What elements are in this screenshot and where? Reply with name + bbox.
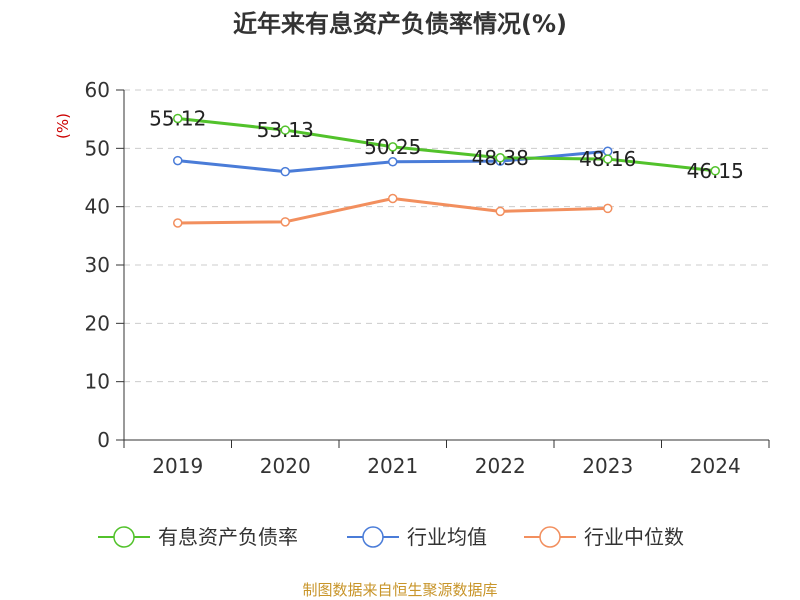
data-label: 50.25: [364, 135, 421, 159]
legend-marker: [113, 526, 135, 548]
data-labels: 55.12 53.13 50.25 48.38 48.16 46.15: [149, 106, 744, 182]
x-tick-label: 2021: [367, 454, 418, 478]
data-label: 53.13: [257, 118, 314, 142]
legend-label: 行业中位数: [584, 525, 684, 549]
data-point: [280, 125, 290, 135]
data-point: [495, 153, 505, 163]
legend-item-1: 行业均值: [347, 525, 487, 549]
series-line-0: [177, 116, 716, 173]
legend-label: 行业均值: [407, 525, 487, 549]
y-tick-label: 20: [85, 311, 110, 335]
legend-item-2: 行业中位数: [524, 525, 684, 549]
series-group: [173, 113, 720, 228]
x-tick-label: 2023: [582, 454, 633, 478]
gridlines: [124, 89, 769, 383]
legend-marker: [362, 526, 384, 548]
y-tick-label: 10: [85, 370, 110, 394]
data-point: [388, 157, 398, 167]
data-label: 55.12: [149, 106, 206, 130]
data-point: [388, 193, 398, 204]
chart-title: 近年来有息资产负债率情况(%): [233, 10, 567, 38]
x-tick-label: 2020: [260, 454, 311, 478]
data-label: 48.38: [472, 146, 529, 170]
axes: 0 10 20 30 40 50 60 2019 2020 2021 2022 2023 2024: [85, 78, 770, 478]
y-tick-label: 0: [97, 428, 110, 452]
legend-label: 有息资产负债率: [158, 525, 298, 549]
y-tick-label: 40: [85, 195, 110, 219]
data-point: [173, 155, 183, 166]
y-axis-unit-label: (%): [54, 113, 72, 139]
source-note: 制图数据来自恒生聚源数据库: [302, 581, 497, 599]
x-tick-label: 2019: [152, 454, 203, 478]
data-point: [388, 142, 398, 152]
legend: 有息资产负债率 行业均值 行业中位数: [98, 525, 684, 549]
data-point: [603, 154, 613, 164]
series-2: [173, 193, 613, 228]
data-point: [173, 113, 183, 124]
data-point: [495, 206, 505, 217]
series-0: [173, 113, 720, 176]
x-tick-label: 2022: [475, 454, 526, 478]
data-point: [710, 166, 720, 176]
data-label: 48.16: [579, 147, 636, 171]
y-tick-label: 60: [85, 78, 110, 102]
legend-item-0: 有息资产负债率: [98, 525, 298, 549]
x-tick-label: 2024: [690, 454, 741, 478]
data-label: 46.15: [687, 159, 744, 183]
y-tick-label: 50: [85, 136, 110, 160]
data-point: [280, 166, 290, 177]
y-tick-label: 30: [85, 253, 110, 277]
data-point: [173, 218, 183, 228]
data-point: [603, 203, 613, 214]
legend-marker: [539, 526, 561, 548]
data-point: [280, 217, 290, 227]
